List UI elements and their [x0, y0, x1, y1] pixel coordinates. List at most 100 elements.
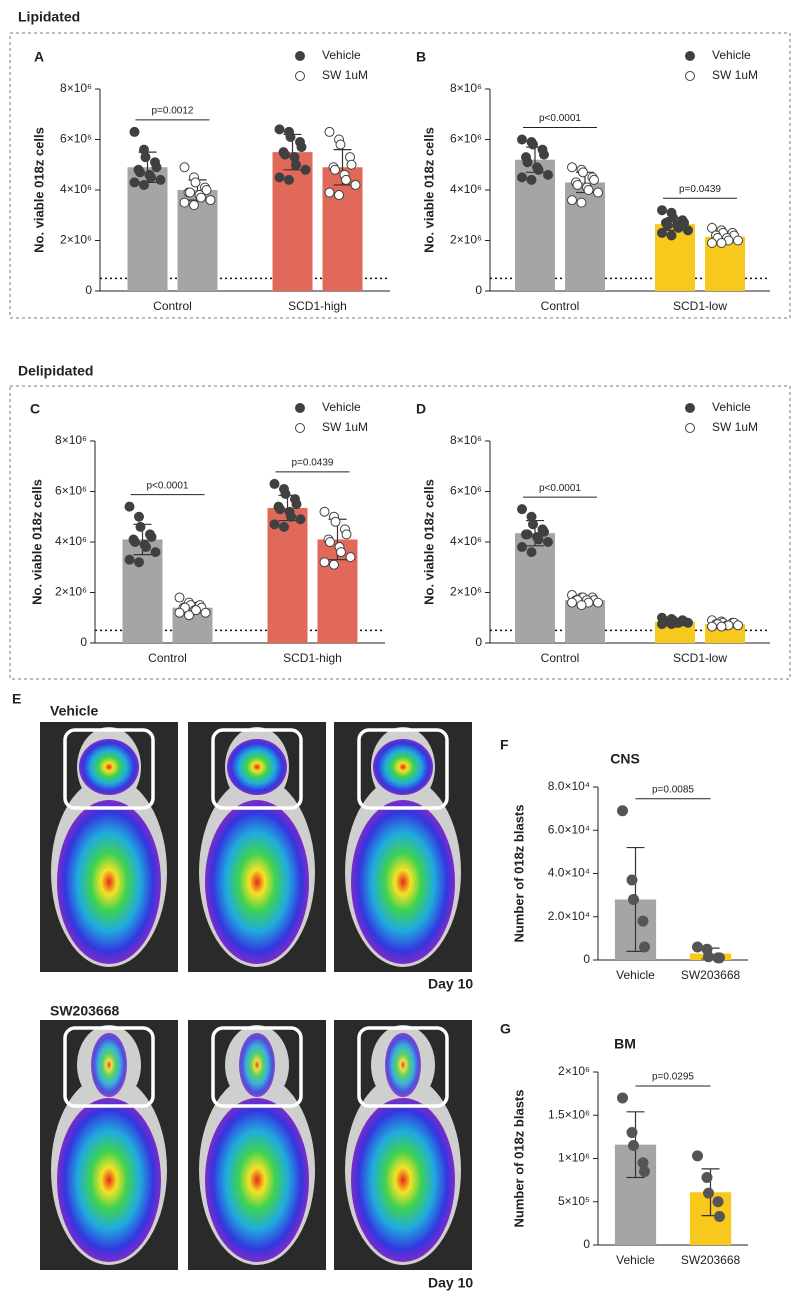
y-tick-label: 8×10⁶: [450, 433, 482, 447]
data-point: [716, 621, 727, 632]
x-tick-label: SCD1-high: [288, 299, 347, 313]
y-tick-label: 6×10⁶: [450, 132, 482, 146]
x-tick-label: Vehicle: [616, 1253, 655, 1267]
data-point: [539, 526, 549, 537]
image-day: Day 10: [428, 976, 473, 992]
data-point: [280, 149, 290, 160]
y-tick-label: 0: [475, 635, 482, 649]
data-point: [567, 597, 577, 608]
y-tick-label: 4.0×10⁴: [548, 866, 590, 880]
signal: [79, 739, 139, 795]
data-point: [200, 607, 211, 618]
signal: [227, 739, 287, 795]
data-point: [733, 620, 743, 631]
data-point: [657, 619, 667, 630]
x-tick-label: SCD1-high: [283, 651, 342, 665]
y-axis-label: Number of 018z blasts: [511, 1090, 526, 1228]
data-point: [567, 162, 577, 173]
y-tick-label: 8×10⁶: [60, 81, 92, 95]
section-title: Delipidated: [18, 363, 93, 379]
data-point: [335, 139, 346, 150]
data-point: [135, 167, 145, 178]
data-point: [269, 478, 280, 489]
data-point: [300, 164, 311, 175]
data-point: [291, 159, 301, 170]
x-tick-label: Control: [541, 299, 580, 313]
legend-marker: [295, 51, 305, 61]
p-value: p<0.0001: [539, 113, 581, 124]
data-point: [567, 195, 577, 206]
y-tick-label: 8.0×10⁴: [548, 779, 590, 793]
data-point: [639, 941, 650, 953]
roi-box: [63, 1026, 155, 1108]
y-tick-label: 4×10⁶: [450, 182, 482, 196]
data-point: [578, 167, 588, 178]
data-point: [286, 511, 296, 522]
x-tick-label: SCD1-low: [673, 299, 727, 313]
roi-box: [211, 1026, 303, 1108]
data-point: [129, 177, 140, 188]
panel-box: [9, 385, 791, 680]
data-point: [716, 238, 727, 249]
y-axis-label: No. viable 018z cells: [421, 127, 436, 253]
x-tick-label: Control: [153, 299, 192, 313]
signal: [57, 800, 161, 964]
y-axis-label: Number of 018z blasts: [511, 805, 526, 943]
panel-label: E: [12, 691, 21, 707]
legend-label: Vehicle: [712, 400, 751, 414]
y-tick-label: 8×10⁶: [450, 81, 482, 95]
data-point: [329, 559, 339, 570]
signal: [351, 1098, 455, 1262]
data-point: [543, 169, 553, 180]
y-tick-label: 6×10⁶: [60, 132, 92, 146]
data-point: [517, 504, 527, 515]
data-point: [714, 1210, 725, 1222]
data-point: [345, 552, 356, 563]
y-tick-label: 5×10⁵: [558, 1194, 590, 1208]
y-tick-label: 0: [583, 952, 590, 966]
panel-label: A: [34, 49, 44, 65]
data-point: [626, 874, 638, 886]
legend-label: SW 1uM: [322, 68, 368, 82]
data-point: [274, 172, 285, 183]
data-point: [637, 915, 649, 927]
data-point: [714, 952, 725, 964]
data-point: [319, 557, 330, 568]
x-tick-label: SW203668: [681, 1253, 741, 1267]
y-tick-label: 2×10⁶: [450, 585, 482, 599]
y-tick-label: 1.5×10⁶: [548, 1107, 590, 1121]
y-axis-label: No. viable 018z cells: [31, 127, 46, 253]
y-tick-label: 4×10⁶: [450, 534, 482, 548]
data-point: [324, 187, 335, 198]
data-point: [341, 529, 352, 540]
y-axis-label: No. viable 018z cells: [421, 479, 436, 605]
legend-label: SW 1uM: [712, 420, 758, 434]
data-point: [129, 126, 140, 137]
data-point: [628, 1140, 639, 1152]
data-point: [330, 164, 340, 175]
data-point: [124, 501, 135, 512]
y-tick-label: 4×10⁶: [55, 534, 87, 548]
data-point: [703, 1187, 714, 1199]
data-point: [150, 547, 161, 558]
data-point: [325, 537, 335, 547]
legend-marker: [295, 423, 305, 433]
image-day: Day 10: [428, 1275, 473, 1291]
data-point: [662, 220, 673, 231]
data-point: [589, 174, 599, 185]
legend-marker: [685, 403, 695, 413]
data-point: [666, 230, 677, 241]
data-point: [336, 547, 346, 558]
roi-box: [357, 1026, 449, 1108]
data-point: [189, 200, 199, 211]
data-point: [526, 174, 537, 185]
y-axis-label: No. viable 018z cells: [29, 479, 44, 605]
p-value: p=0.0439: [679, 184, 721, 195]
data-point: [179, 197, 190, 208]
panel-label: B: [416, 49, 426, 65]
data-point: [346, 159, 357, 170]
p-value: p=0.0439: [292, 458, 334, 469]
roi-box: [211, 728, 303, 810]
data-point: [190, 177, 201, 188]
